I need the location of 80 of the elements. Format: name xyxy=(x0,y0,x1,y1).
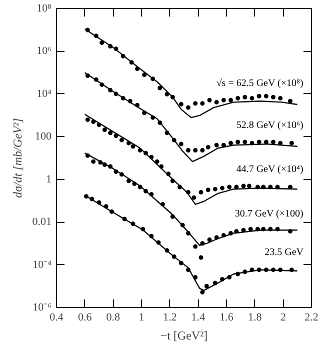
series-label: 30.7 GeV (×100) xyxy=(234,208,304,220)
y-axis-title: dσ/dt [mb/GeV²] xyxy=(10,118,24,198)
point xyxy=(236,140,240,144)
point xyxy=(278,140,283,146)
point xyxy=(178,102,184,106)
point xyxy=(207,237,212,242)
point xyxy=(119,138,124,142)
y-tick-label: 10⁴ xyxy=(36,88,52,100)
point xyxy=(206,144,210,150)
point xyxy=(256,94,262,98)
point xyxy=(206,188,210,192)
y-tick-label: 10⁶ xyxy=(36,45,52,58)
point xyxy=(91,159,96,164)
y-tick-label: 1 xyxy=(46,173,52,186)
series-label: √s = 62.5 GeV (×10⁸) xyxy=(216,78,304,90)
y-tick-label: 100 xyxy=(35,130,52,143)
point xyxy=(198,190,204,194)
point xyxy=(200,290,205,294)
point xyxy=(200,148,205,153)
point xyxy=(178,142,184,146)
point xyxy=(242,140,248,144)
point xyxy=(256,140,262,144)
point xyxy=(108,130,113,136)
point xyxy=(214,100,219,104)
point xyxy=(207,98,212,102)
point xyxy=(264,94,268,98)
point xyxy=(228,140,233,146)
series-label: 44.7 GeV (×10⁴) xyxy=(236,164,304,175)
point xyxy=(186,105,190,110)
point xyxy=(242,94,248,100)
point xyxy=(100,40,104,45)
point xyxy=(236,96,240,100)
point xyxy=(193,244,198,249)
point xyxy=(200,101,205,106)
point xyxy=(102,128,107,132)
point xyxy=(288,98,292,104)
point xyxy=(192,195,196,200)
point xyxy=(204,284,209,288)
point xyxy=(289,140,294,146)
point xyxy=(248,226,253,232)
point xyxy=(241,184,246,188)
point xyxy=(221,98,226,102)
x-tick-label: 0.8 xyxy=(106,312,121,324)
series-label: 52.8 GeV (×10⁶) xyxy=(236,120,304,132)
x-tick-label: 0.6 xyxy=(78,312,92,324)
point xyxy=(214,142,219,148)
point xyxy=(193,148,198,153)
point xyxy=(246,184,252,188)
point xyxy=(212,186,218,192)
point xyxy=(142,72,147,78)
x-tick-label: 2.2 xyxy=(304,312,318,324)
x-tick-label: 1 xyxy=(138,312,144,324)
point xyxy=(85,117,90,122)
point xyxy=(158,86,162,90)
x-tick-label: 2 xyxy=(280,312,286,324)
y-tick-label: 10⁻⁶ xyxy=(32,302,52,314)
x-tick-label: 1.8 xyxy=(248,312,262,324)
point xyxy=(91,119,96,124)
x-axis-title: −t [GeV²] xyxy=(160,328,208,342)
series-label: 23.5 GeV xyxy=(264,246,304,258)
x-tick-label: 1.6 xyxy=(220,312,234,324)
point xyxy=(220,186,224,190)
point xyxy=(250,96,254,100)
x-tick-label: 0.4 xyxy=(50,312,64,324)
point xyxy=(228,98,233,102)
y-tick-label: 0.01 xyxy=(32,216,52,228)
point xyxy=(126,178,131,184)
point xyxy=(264,140,268,144)
point xyxy=(271,94,276,100)
point xyxy=(271,140,276,144)
point xyxy=(154,159,160,164)
point xyxy=(186,148,190,153)
x-tick-label: 1.2 xyxy=(162,312,177,324)
point xyxy=(227,184,232,190)
x-tick-label: 1.4 xyxy=(191,312,206,324)
y-tick-label: 10⁻⁴ xyxy=(32,258,52,271)
point xyxy=(198,255,204,260)
point xyxy=(193,101,198,106)
y-tick-label: 10⁸ xyxy=(36,2,52,14)
point xyxy=(278,96,283,100)
